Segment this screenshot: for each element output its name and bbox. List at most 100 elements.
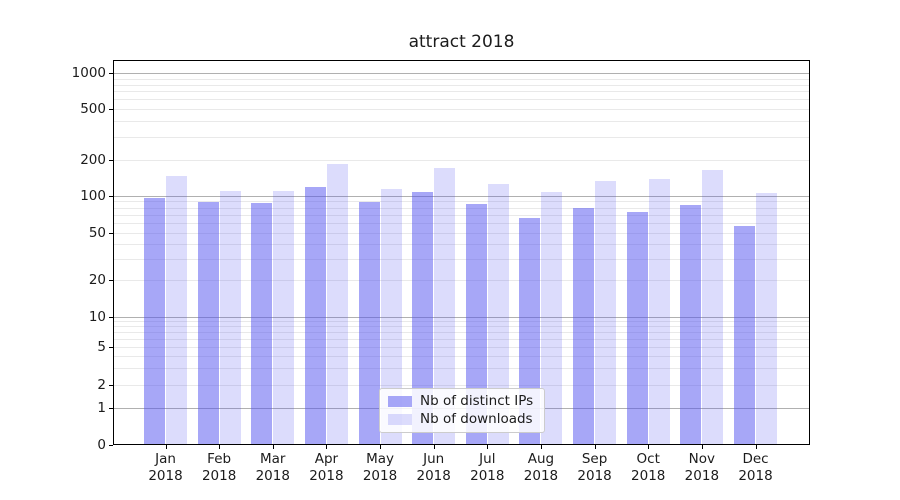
x-tick-jan (165, 444, 167, 449)
y-tick-5 (109, 347, 113, 348)
bar-downloads-jan (166, 175, 187, 445)
x-tick-label-may: May 2018 (362, 451, 398, 484)
y-tick-label-20: 20 (88, 272, 106, 288)
y-tick-100 (109, 195, 113, 197)
chart-title: attract 2018 (408, 32, 515, 52)
bar-downloads-sep (595, 180, 617, 445)
gridline-major-100 (113, 195, 810, 197)
gridline-minor-90 (113, 201, 810, 203)
y-tick-label-200: 200 (80, 152, 106, 168)
gridline-minor-30 (113, 259, 810, 261)
bar-distinct-ips-feb (197, 202, 219, 445)
gridline-minor-900 (113, 78, 810, 80)
legend-item-distinct-ips: Nb of distinct IPs (388, 394, 544, 409)
y-tick-label-100: 100 (80, 187, 106, 204)
bar-downloads-nov (702, 169, 724, 445)
bar-downloads-apr (326, 163, 348, 445)
bar-distinct-ips-jun (412, 191, 434, 445)
gridline-minor-500 (113, 108, 810, 110)
bar-downloads-dec (756, 193, 777, 445)
gridline-minor-400 (113, 121, 810, 123)
y-tick-50 (109, 233, 113, 234)
gridline-minor-50 (113, 233, 810, 234)
y-tick-2 (109, 384, 113, 386)
gridline-minor-20 (113, 280, 810, 281)
y-tick-label-0: 0 (97, 436, 106, 453)
gridline-minor-600 (113, 99, 810, 101)
x-tick-feb (219, 444, 221, 449)
bar-downloads-may (380, 189, 402, 445)
bar-distinct-ips-apr (304, 187, 326, 445)
bar-downloads-feb (219, 190, 241, 445)
y-tick-label-500: 500 (80, 100, 106, 117)
bar-distinct-ips-oct (626, 211, 648, 445)
bar-distinct-ips-jul (465, 203, 487, 445)
legend-label-downloads: Nb of downloads (420, 411, 533, 427)
y-tick-label-5: 5 (97, 339, 106, 355)
gridline-minor-60 (113, 223, 810, 225)
y-tick-label-1000: 1000 (71, 65, 106, 82)
y-tick-0 (109, 444, 113, 446)
legend-swatch-distinct-ips (388, 396, 412, 407)
y-tick-500 (109, 108, 113, 110)
x-tick-nov (701, 444, 703, 449)
bar-distinct-ips-jan (144, 198, 165, 445)
x-tick-sep (594, 444, 596, 449)
legend-item-downloads: Nb of downloads (388, 412, 544, 427)
legend-swatch-downloads (388, 414, 412, 425)
y-tick-label-1: 1 (97, 399, 106, 416)
gridline-minor-800 (113, 84, 810, 86)
x-tick-label-mar: Mar 2018 (255, 451, 290, 484)
gridline-major-10 (113, 316, 810, 318)
bar-distinct-ips-mar (251, 203, 273, 445)
bar-downloads-jun (434, 168, 456, 445)
gridline-minor-70 (113, 214, 810, 216)
legend: Nb of distinct IPs Nb of downloads (379, 388, 545, 433)
x-tick-label-nov: Nov 2018 (684, 451, 720, 484)
gridline-minor-7 (113, 332, 810, 334)
bar-distinct-ips-aug (519, 217, 541, 445)
x-tick-label-jun: Jun 2018 (416, 451, 451, 484)
y-tick-200 (109, 160, 113, 161)
y-tick-10 (109, 316, 113, 318)
x-tick-label-dec: Dec 2018 (738, 451, 773, 484)
gridline-minor-700 (113, 91, 810, 93)
gridline-minor-5 (113, 347, 810, 348)
x-tick-dec (755, 444, 757, 449)
gridline-minor-40 (113, 244, 810, 246)
x-tick-mar (272, 444, 274, 449)
gridline-minor-8 (113, 326, 810, 328)
gridline-minor-200 (113, 160, 810, 161)
x-tick-jul (487, 444, 489, 449)
gridline-minor-4 (113, 356, 810, 358)
x-tick-aug (540, 444, 542, 449)
bar-downloads-aug (541, 191, 563, 445)
x-tick-oct (648, 444, 650, 449)
x-tick-label-jul: Jul 2018 (470, 451, 505, 484)
bar-distinct-ips-dec (734, 225, 755, 445)
gridline-minor-80 (113, 207, 810, 209)
gridline-minor-6 (113, 338, 810, 340)
legend-label-distinct-ips: Nb of distinct IPs (420, 393, 534, 409)
gridline-minor-9 (113, 321, 810, 323)
bar-downloads-mar (273, 190, 295, 445)
x-tick-apr (326, 444, 328, 449)
x-tick-jun (433, 444, 435, 449)
y-tick-label-10: 10 (88, 308, 106, 325)
y-tick-1000 (109, 73, 113, 75)
bar-distinct-ips-sep (573, 207, 595, 445)
bar-downloads-jul (487, 184, 509, 445)
gridline-minor-2 (113, 384, 810, 386)
bar-distinct-ips-nov (680, 204, 702, 445)
x-tick-label-aug: Aug 2018 (523, 451, 559, 484)
x-tick-label-sep: Sep 2018 (577, 451, 612, 484)
x-tick-label-feb: Feb 2018 (201, 451, 237, 484)
gridline-minor-3 (113, 367, 810, 369)
gridline-minor-300 (113, 137, 810, 139)
gridline-major-1000 (113, 73, 810, 75)
bar-distinct-ips-may (358, 202, 380, 445)
y-tick-label-2: 2 (97, 376, 106, 393)
x-tick-may (380, 444, 382, 449)
x-tick-label-apr: Apr 2018 (309, 451, 344, 484)
